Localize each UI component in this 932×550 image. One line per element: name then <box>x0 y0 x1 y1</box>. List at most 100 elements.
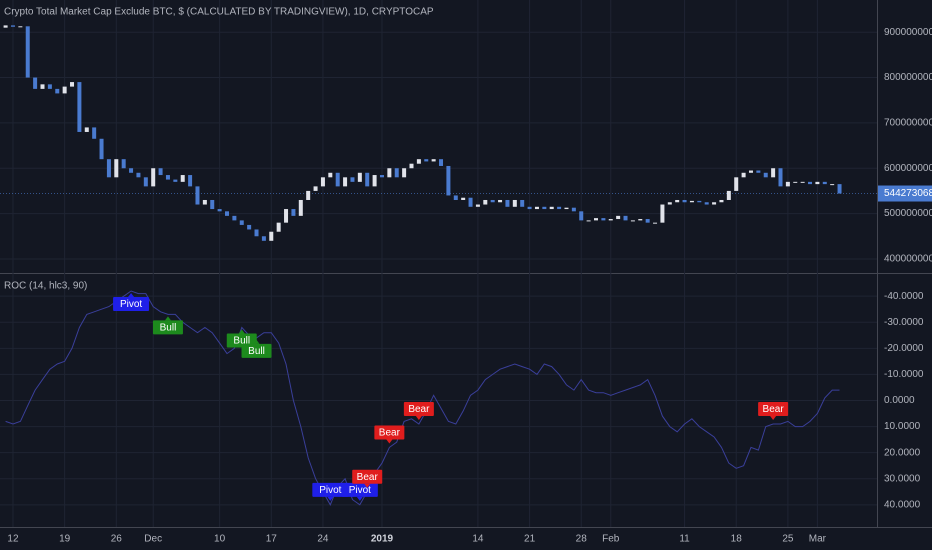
candle-body <box>254 229 259 237</box>
candle-body <box>25 26 30 78</box>
candle-body <box>328 172 333 178</box>
marker-arrow <box>164 316 171 321</box>
candle-body <box>837 184 842 194</box>
marker-arrow <box>253 339 260 344</box>
candle-body <box>505 199 510 207</box>
x-tick-label: 14 <box>472 534 484 545</box>
candle-body <box>763 172 768 178</box>
x-tick-label: 25 <box>782 534 794 545</box>
candle-body <box>320 177 325 187</box>
x-tick-label: 2019 <box>371 534 394 545</box>
candle-body <box>92 127 97 139</box>
last-price-label: 54427306842 <box>884 188 932 199</box>
marker-arrow <box>770 415 777 420</box>
last-price-badge <box>878 185 932 202</box>
candle-body <box>195 186 200 205</box>
candle-body <box>247 224 252 230</box>
marker-label: Pivot <box>349 485 371 496</box>
candle-body <box>748 170 753 173</box>
x-tick-label: 21 <box>524 534 536 545</box>
candle-body <box>409 163 414 169</box>
candle-body <box>365 172 370 187</box>
candle-body <box>601 218 606 221</box>
y-tick-label: 40000000000 <box>884 254 932 265</box>
x-tick-label: Feb <box>602 534 620 545</box>
candle-body <box>217 209 222 212</box>
marker-label: Bull <box>248 346 265 357</box>
candle-body <box>232 215 237 221</box>
y-tick-label: -20.0000 <box>884 343 924 354</box>
candle-body <box>594 218 598 221</box>
candle-body <box>712 202 717 205</box>
candle-body <box>453 195 458 200</box>
x-tick-label: 28 <box>576 534 588 545</box>
candle-body <box>291 209 296 216</box>
candle-body <box>689 200 694 203</box>
x-tick-label: 12 <box>7 534 19 545</box>
candle-body <box>106 159 111 178</box>
candle-body <box>785 181 790 187</box>
candle-body <box>586 220 591 222</box>
marker-label: Bear <box>408 404 430 415</box>
marker-box <box>352 469 383 484</box>
candle-body <box>461 197 466 200</box>
candle-body <box>136 172 141 178</box>
candle-body <box>483 199 488 205</box>
candle-body <box>549 206 554 210</box>
y-tick-label: 30.0000 <box>884 473 921 484</box>
marker-label: Pivot <box>319 485 341 496</box>
candle-body <box>579 211 584 221</box>
candle-body <box>10 25 15 27</box>
candle-body <box>261 236 266 241</box>
y-tick-label: -40.0000 <box>884 291 924 302</box>
candle-body <box>512 199 517 207</box>
x-tick-label: 10 <box>214 534 226 545</box>
y-tick-label: 80000000000 <box>884 72 932 83</box>
y-tick-label: 50000000000 <box>884 208 932 219</box>
marker-box <box>341 482 378 497</box>
candle-body <box>557 206 562 210</box>
candle-body <box>62 86 67 94</box>
candle-body <box>298 199 303 216</box>
candle-body <box>793 181 798 183</box>
marker-arrow <box>364 483 371 488</box>
candle-body <box>55 88 60 94</box>
candle-body <box>439 159 444 166</box>
candle-body <box>719 199 724 203</box>
candle-body <box>475 204 480 207</box>
candle-body <box>40 84 45 89</box>
candle-body <box>704 202 709 205</box>
candle-body <box>372 175 377 187</box>
marker-label: Bull <box>160 323 177 334</box>
candle-body <box>527 206 532 210</box>
candle-body <box>608 219 613 221</box>
candle-body <box>771 168 776 178</box>
candle-body <box>173 179 178 182</box>
candle-body <box>815 181 820 185</box>
candle-body <box>756 170 761 173</box>
x-tick-label: Mar <box>809 534 827 545</box>
candle-body <box>70 82 75 87</box>
candle-body <box>129 168 134 173</box>
candle-body <box>660 204 665 223</box>
candle-body <box>468 197 473 207</box>
marker-label: Bear <box>379 428 401 439</box>
candle-body <box>697 200 702 203</box>
candle-body <box>379 175 384 178</box>
candle-body <box>3 25 8 28</box>
candle-body <box>675 199 680 203</box>
marker-box <box>403 401 434 416</box>
candle-body <box>121 159 126 169</box>
candle-body <box>416 159 421 164</box>
marker-box <box>152 320 183 335</box>
indicator-title: ROC (14, hlc3, 90) <box>4 281 87 292</box>
marker-arrow <box>386 439 393 444</box>
roc-line <box>5 290 840 506</box>
candle-body <box>335 172 340 187</box>
marker-arrow <box>415 415 422 420</box>
x-tick-label: 24 <box>317 534 329 545</box>
marker-box <box>758 401 789 416</box>
candle-body <box>808 181 813 185</box>
marker-label: Bull <box>233 336 250 347</box>
candle-body <box>284 209 289 223</box>
